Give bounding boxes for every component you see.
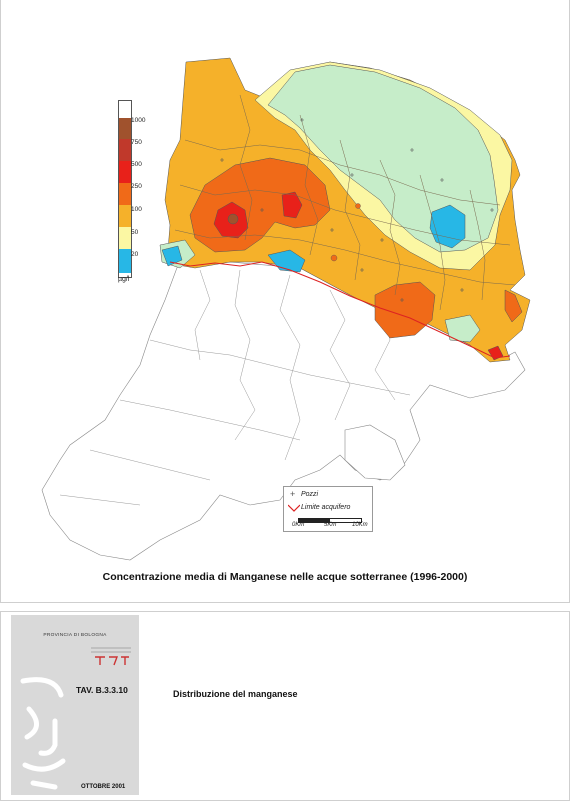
legend-swatch-250 [119,183,131,205]
legend-swatch-50 [119,227,131,249]
province-logo-icon [91,647,131,666]
scale-label-5: 5Km [324,522,337,528]
legend-label-750: 750 [131,139,142,146]
aquifer-limit-icon [288,504,300,512]
aquifer-limit-label: Limite acquifero [301,504,351,511]
legend-swatch-20 [119,249,131,273]
legend-label-1000: 1000 [131,117,146,124]
zone-below-20-west [161,245,183,267]
table-number: TAV. B.3.3.10 [76,685,128,695]
decorative-logo-icon [20,677,66,790]
zone-250-500-southeast [374,281,436,339]
scale-bar [298,518,362,523]
legend-label-250: 250 [131,183,142,190]
legend-unit: µg/l [118,276,130,283]
map-caption: Concentrazione media di Manganese nelle … [102,571,468,583]
zone-20-50 [267,64,499,253]
legend-swatch-1000 [119,118,131,139]
well-markers [220,118,494,302]
legend-label-500: 500 [131,161,142,168]
scale-label-10: 10Km [352,522,368,528]
scale-label-0: 0Km [292,522,305,528]
zone-below-20-east [429,204,466,249]
hotspot-small-2 [355,203,361,209]
isolated-municipality [344,424,406,481]
zone-250-500-east [504,289,523,323]
legend-swatch-750 [119,139,131,161]
plain-municipality-borders [174,94,516,311]
map-key: + Pozzi Limite acquifero 0Km 5Km 10Km [283,486,373,532]
well-symbol-icon: + [290,489,296,499]
legend-swatch-top [119,101,131,118]
table-title: Distribuzione del manganese [173,689,298,699]
legend-swatch-100 [119,205,131,227]
legend-label-100: 100 [131,206,142,213]
wells-label: Pozzi [301,491,319,498]
legend-label-50: 50 [131,229,139,236]
zone-above-750 [227,213,239,225]
manganese-map [41,57,531,561]
edition-date: OTTOBRE 2001 [81,784,126,790]
province-label: PROVINCIA DI BOLOGNA [43,633,107,638]
municipality-borders [59,269,411,506]
cover-thumbnail: PROVINCIA DI BOLOGNA TAV. B.3.3.10 OTTOB… [11,615,139,795]
aquifer-limit-line [169,261,511,359]
hotspot-small [330,254,338,262]
zone-500-750-center [281,191,303,219]
legend [118,100,132,278]
legend-label-20: 20 [131,251,139,258]
legend-swatch-500 [119,161,131,183]
